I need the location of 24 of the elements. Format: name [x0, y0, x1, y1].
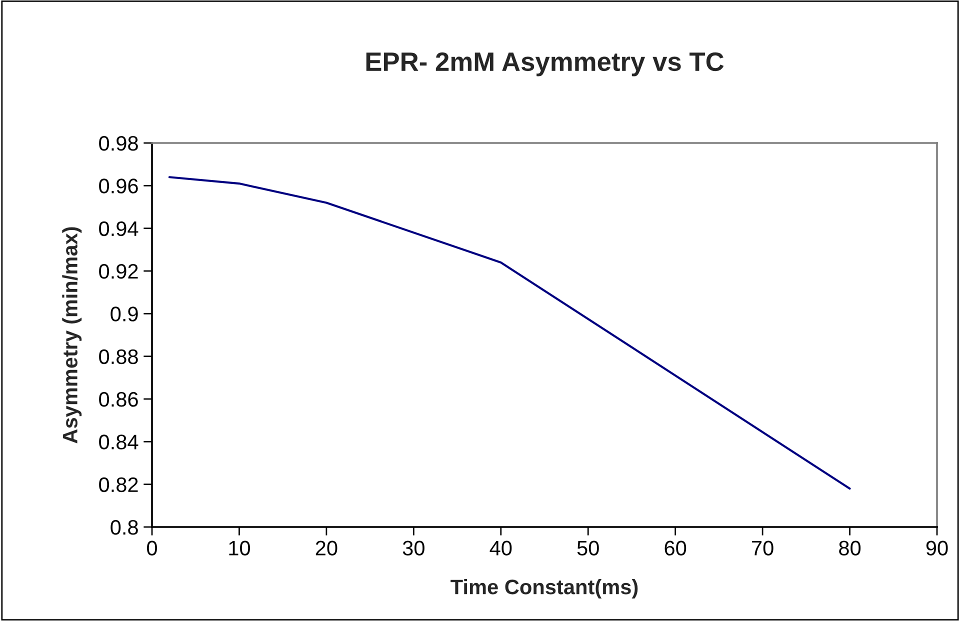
y-tick-label: 0.8 — [110, 520, 138, 535]
x-tick-label: 50 — [577, 540, 599, 556]
y-tick-label: 0.82 — [99, 477, 138, 492]
x-tick-label: 40 — [490, 540, 512, 556]
y-tick-label: 0.94 — [99, 221, 138, 236]
line-series — [168, 176, 851, 490]
y-tick-label: 0.98 — [99, 136, 138, 151]
x-tick-label: 0 — [147, 540, 157, 556]
y-tick-label: 0.86 — [99, 392, 138, 407]
x-tick-label: 20 — [316, 540, 338, 556]
y-tick-label: 0.88 — [99, 349, 138, 364]
x-tick-label: 70 — [752, 540, 774, 556]
x-axis-title: Time Constant(ms) — [450, 579, 638, 598]
x-tick-label: 60 — [664, 540, 686, 556]
x-tick-label: 30 — [402, 540, 424, 556]
y-tick-label: 0.92 — [99, 264, 138, 279]
x-tick-label: 90 — [926, 540, 948, 556]
y-tick-label: 0.96 — [99, 178, 138, 194]
chart-title: EPR- 2mM Asymmetry vs TC — [366, 52, 724, 76]
y-tick-label: 0.84 — [99, 434, 138, 450]
x-tick-label: 80 — [839, 540, 861, 556]
x-tick-label: 10 — [229, 540, 250, 556]
y-axis-title: Asymmetry (min/max) — [62, 227, 82, 444]
y-tick-label: 0.9 — [110, 306, 138, 322]
